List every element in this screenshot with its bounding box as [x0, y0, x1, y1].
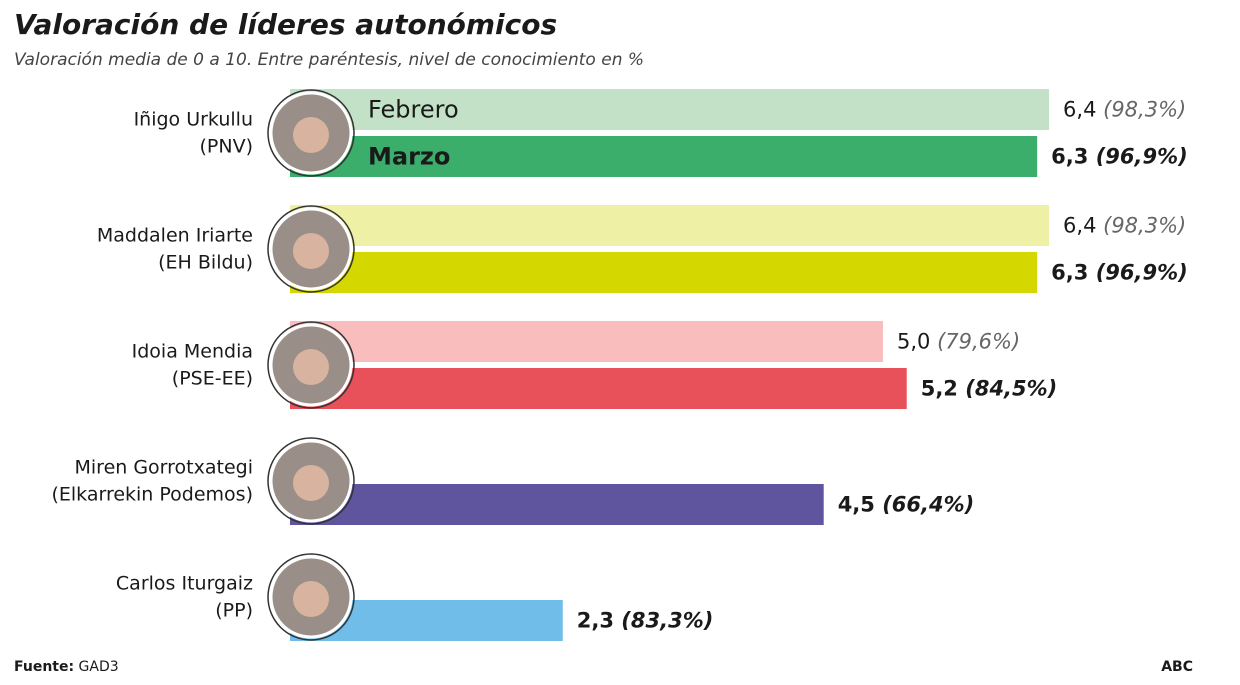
value-label: 4,5 (66,4%) [838, 493, 975, 517]
portrait-ring [267, 89, 355, 177]
knowledge: (98,3%) [1103, 214, 1186, 238]
knowledge: (66,4%) [882, 493, 974, 517]
portrait-ring [267, 437, 355, 525]
brand: ABC [1161, 659, 1193, 675]
knowledge: (84,5%) [965, 377, 1057, 401]
leader-party: (Elkarrekin Podemos) [51, 484, 253, 506]
knowledge: (83,3%) [621, 609, 713, 633]
portrait-face [293, 349, 329, 385]
footer: Fuente: GAD3 [14, 659, 119, 675]
leader-name: Maddalen Iriarte [97, 225, 253, 247]
value-label: 5,0 (79,6%) [897, 330, 1020, 354]
value: 6,4 [1063, 214, 1096, 238]
bar [290, 321, 883, 362]
portrait-ring [267, 553, 355, 641]
value-label: 2,3 (83,3%) [577, 609, 714, 633]
leader-name: Idoia Mendia [132, 341, 253, 363]
value: 2,3 [577, 609, 614, 633]
portrait-face [293, 117, 329, 153]
value-label: 6,3 (96,9%) [1051, 145, 1188, 169]
bar [290, 205, 1050, 246]
source-label: Fuente: [14, 659, 74, 675]
value-label: 5,2 (84,5%) [921, 377, 1058, 401]
leader-name: Miren Gorrotxategi [75, 457, 254, 479]
portrait-face [293, 581, 329, 617]
portrait-ring [267, 205, 355, 293]
chart-subtitle: Valoración media de 0 a 10. Entre parént… [14, 50, 644, 70]
value: 6,3 [1051, 261, 1088, 285]
bar [290, 136, 1038, 177]
leader-party: (PP) [215, 600, 253, 622]
source: GAD3 [79, 659, 119, 675]
legend-label: Marzo [368, 143, 450, 171]
knowledge: (96,9%) [1096, 145, 1188, 169]
leader-name: Carlos Iturgaiz [116, 573, 253, 595]
value-label: 6,4 (98,3%) [1063, 98, 1186, 122]
bar [290, 252, 1038, 293]
value: 4,5 [838, 493, 875, 517]
portrait-face [293, 465, 329, 501]
bar [290, 89, 1050, 130]
value: 6,3 [1051, 145, 1088, 169]
portrait-ring [267, 321, 355, 409]
value: 5,2 [921, 377, 958, 401]
bar [290, 484, 824, 525]
legend-label: Febrero [368, 96, 459, 124]
knowledge: (96,9%) [1096, 261, 1188, 285]
portrait-face [293, 233, 329, 269]
bar [290, 368, 907, 409]
value: 6,4 [1063, 98, 1096, 122]
value-label: 6,4 (98,3%) [1063, 214, 1186, 238]
leader-party: (EH Bildu) [158, 252, 253, 274]
value: 5,0 [897, 330, 930, 354]
leader-party: (PSE-EE) [172, 368, 253, 390]
knowledge: (98,3%) [1103, 98, 1186, 122]
leader-party: (PNV) [200, 136, 254, 158]
leader-name: Iñigo Urkullu [134, 109, 253, 131]
chart-title: Valoración de líderes autonómicos [14, 8, 557, 41]
value-label: 6,3 (96,9%) [1051, 261, 1188, 285]
knowledge: (79,6%) [937, 330, 1020, 354]
